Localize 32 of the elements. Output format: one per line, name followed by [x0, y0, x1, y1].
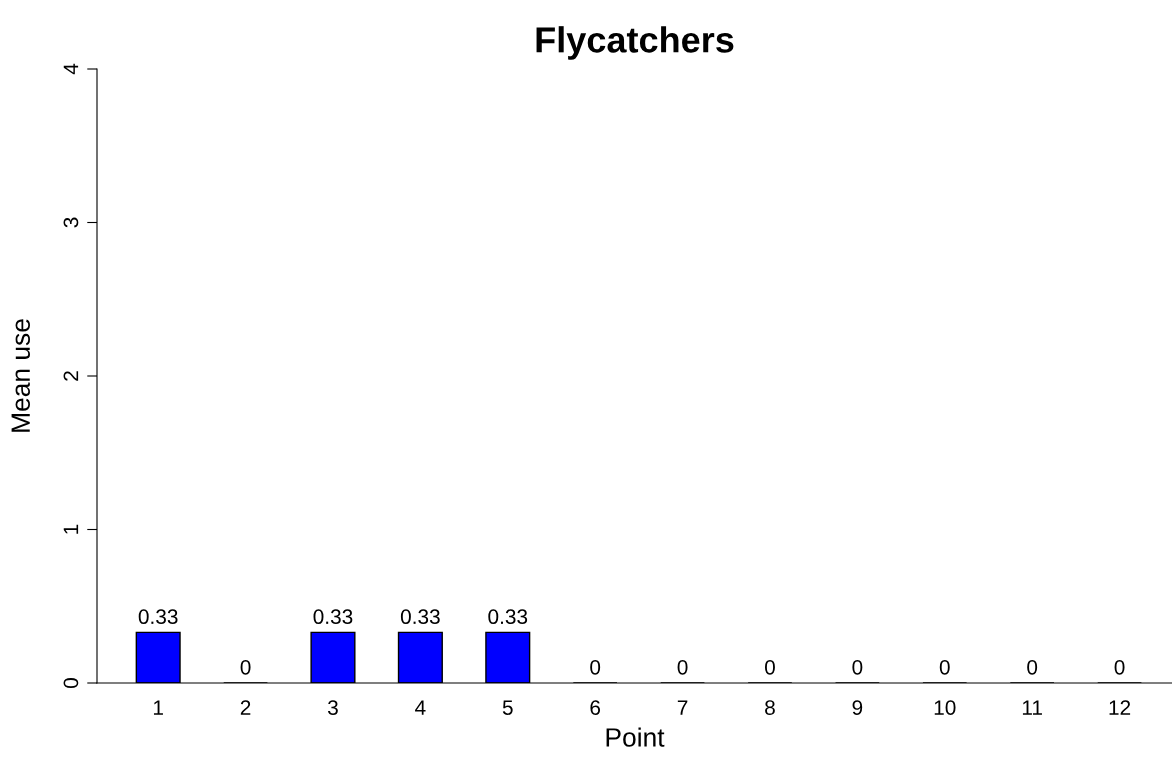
data-label: 0.33	[313, 609, 353, 625]
x-tick-label: 2	[240, 700, 251, 715]
chart-title: Flycatchers	[536, 26, 734, 60]
x-tick-label: 1	[153, 700, 163, 715]
x-tick-label: 8	[765, 700, 775, 715]
data-label: 0.33	[138, 609, 178, 625]
data-label: 0	[852, 659, 863, 675]
y-tick-label: 4	[63, 63, 79, 75]
data-label: 0	[1114, 659, 1125, 675]
data-label: 0	[1027, 659, 1038, 675]
data-label: 0	[764, 659, 775, 675]
data-label: 0	[240, 659, 251, 675]
x-tick-label: 9	[852, 700, 863, 715]
x-axis-title: Point	[606, 727, 665, 747]
y-tick-label: 0	[63, 678, 79, 688]
data-label: 0.33	[400, 609, 440, 625]
y-tick-label: 3	[63, 217, 79, 228]
x-tick-label: 11	[1022, 700, 1042, 715]
data-label: 0	[939, 659, 950, 675]
y-axis-title: Mean use	[11, 319, 30, 432]
x-tick-label: 3	[327, 700, 338, 715]
data-label: 0	[677, 659, 688, 675]
x-tick-label: 7	[677, 700, 688, 715]
x-tick-label: 4	[415, 700, 426, 715]
x-tick-label: 6	[590, 700, 601, 715]
x-tick-label: 12	[1109, 700, 1131, 715]
y-tick-label: 1	[63, 524, 79, 534]
x-tick-label: 10	[934, 700, 956, 715]
x-tick-label: 5	[502, 700, 513, 715]
data-label: 0.33	[488, 609, 528, 625]
data-label: 0	[590, 659, 601, 675]
y-tick-label: 2	[63, 371, 79, 381]
